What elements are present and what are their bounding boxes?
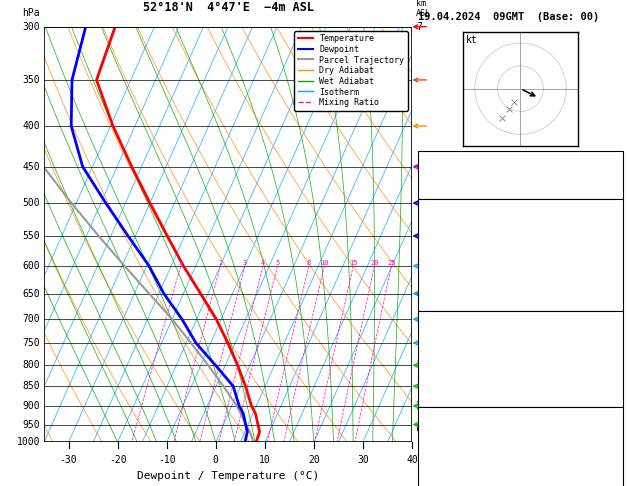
Text: 109: 109 — [602, 282, 619, 292]
Text: PW (cm): PW (cm) — [422, 186, 462, 195]
Text: 296: 296 — [602, 347, 619, 356]
Text: 20: 20 — [370, 260, 379, 266]
Text: 0: 0 — [213, 455, 219, 465]
Text: Dewpoint / Temperature (°C): Dewpoint / Temperature (°C) — [137, 471, 319, 481]
Text: 1.27: 1.27 — [596, 186, 619, 195]
Text: 850: 850 — [23, 381, 40, 391]
Text: 6.1: 6.1 — [602, 234, 619, 243]
Text: -10: -10 — [158, 455, 175, 465]
Text: 19.04.2024  09GMT  (Base: 00): 19.04.2024 09GMT (Base: 00) — [418, 12, 599, 22]
Text: CAPE (J): CAPE (J) — [422, 282, 468, 292]
Text: Dewp (°C): Dewp (°C) — [422, 234, 474, 243]
Text: 2: 2 — [416, 360, 422, 370]
Text: kt: kt — [465, 35, 477, 45]
Text: 7: 7 — [416, 22, 422, 32]
Text: Hodograph: Hodograph — [494, 411, 547, 420]
Text: Most Unstable: Most Unstable — [483, 314, 558, 324]
Text: Lifted Index: Lifted Index — [422, 363, 491, 372]
Text: 4: 4 — [416, 289, 422, 298]
Text: 0: 0 — [613, 298, 619, 308]
Legend: Temperature, Dewpoint, Parcel Trajectory, Dry Adiabat, Wet Adiabat, Isotherm, Mi: Temperature, Dewpoint, Parcel Trajectory… — [294, 31, 408, 110]
Text: 750: 750 — [23, 338, 40, 348]
Text: 20: 20 — [308, 455, 320, 465]
Text: Lifted Index: Lifted Index — [422, 266, 491, 276]
Text: 109: 109 — [602, 379, 619, 388]
Text: 1: 1 — [179, 260, 183, 266]
Text: 9: 9 — [613, 443, 619, 452]
Text: StmDir: StmDir — [422, 459, 457, 468]
Text: Totals Totals: Totals Totals — [422, 170, 497, 179]
Text: 2: 2 — [218, 260, 223, 266]
Text: 650: 650 — [23, 289, 40, 298]
Text: 3: 3 — [416, 314, 422, 324]
Text: LCL: LCL — [416, 424, 432, 433]
Text: 5: 5 — [276, 260, 280, 266]
Text: 21: 21 — [608, 154, 619, 163]
Text: CAPE (J): CAPE (J) — [422, 379, 468, 388]
Text: 4: 4 — [613, 363, 619, 372]
Text: 900: 900 — [23, 401, 40, 411]
Text: Surface: Surface — [501, 202, 540, 211]
Text: 48: 48 — [608, 170, 619, 179]
Text: 4: 4 — [261, 260, 265, 266]
Text: Temp (°C): Temp (°C) — [422, 218, 474, 227]
Text: 0: 0 — [613, 395, 619, 404]
Text: 600: 600 — [23, 261, 40, 271]
Text: 450: 450 — [23, 162, 40, 172]
Text: 296: 296 — [602, 250, 619, 260]
Text: 15: 15 — [349, 260, 357, 266]
Text: EH: EH — [422, 427, 433, 436]
Text: © weatheronline.co.uk: © weatheronline.co.uk — [464, 471, 577, 480]
Text: 8: 8 — [307, 260, 311, 266]
Text: hPa: hPa — [23, 8, 40, 18]
Text: 950: 950 — [23, 419, 40, 430]
Text: 1000: 1000 — [16, 437, 40, 447]
Text: 3: 3 — [243, 260, 247, 266]
Text: 550: 550 — [23, 231, 40, 241]
Text: -74: -74 — [602, 427, 619, 436]
Text: θₑ(K): θₑ(K) — [422, 250, 451, 260]
Text: 40: 40 — [406, 455, 418, 465]
Text: Mixing Ratio (g/kg): Mixing Ratio (g/kg) — [434, 183, 443, 286]
Text: 1: 1 — [416, 401, 422, 411]
Text: 4: 4 — [613, 266, 619, 276]
Text: 700: 700 — [23, 314, 40, 324]
Text: 10: 10 — [259, 455, 270, 465]
Text: 500: 500 — [23, 198, 40, 208]
Text: StmSpd (kt): StmSpd (kt) — [422, 475, 486, 484]
Text: 5: 5 — [416, 231, 422, 241]
Text: CIN (J): CIN (J) — [422, 298, 462, 308]
Text: 350: 350 — [23, 75, 40, 85]
Text: 10: 10 — [320, 260, 328, 266]
Text: 31: 31 — [608, 475, 619, 484]
Text: km
ASL: km ASL — [416, 0, 431, 18]
Text: 328°: 328° — [596, 459, 619, 468]
Text: -20: -20 — [109, 455, 126, 465]
Text: 300: 300 — [23, 22, 40, 32]
Text: 8.3: 8.3 — [602, 218, 619, 227]
Text: Pressure (mb): Pressure (mb) — [422, 330, 497, 340]
Text: 30: 30 — [357, 455, 369, 465]
Text: SREH: SREH — [422, 443, 445, 452]
Text: 800: 800 — [23, 360, 40, 370]
Text: 25: 25 — [387, 260, 396, 266]
Text: K: K — [422, 154, 428, 163]
Text: CIN (J): CIN (J) — [422, 395, 462, 404]
Text: θₑ (K): θₑ (K) — [422, 347, 457, 356]
Text: 52°18'N  4°47'E  −4m ASL: 52°18'N 4°47'E −4m ASL — [143, 1, 313, 14]
Text: 6: 6 — [416, 162, 422, 172]
Text: 400: 400 — [23, 121, 40, 131]
Text: -30: -30 — [60, 455, 77, 465]
Text: 1011: 1011 — [596, 330, 619, 340]
